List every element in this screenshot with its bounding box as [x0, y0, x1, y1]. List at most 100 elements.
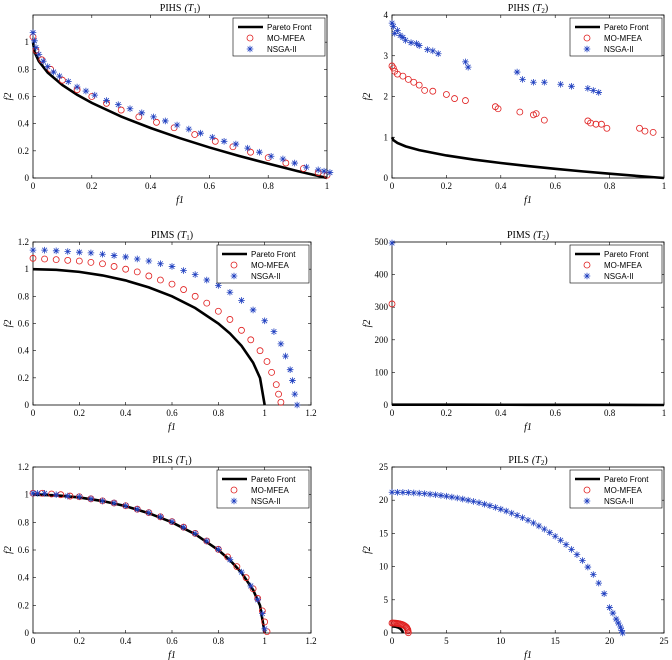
- nsga-point: [486, 502, 494, 510]
- x-tick-label: 0.2: [86, 181, 97, 191]
- legend-momfea-swatch: [230, 261, 238, 269]
- nsga-point: [541, 78, 548, 86]
- momfea-point: [247, 336, 255, 344]
- nsga-point: [238, 568, 245, 576]
- x-tick-label: 0.6: [550, 408, 562, 418]
- nsga-point: [470, 498, 477, 505]
- nsga-point: [413, 40, 420, 47]
- x-tick-label: 0.8: [213, 636, 225, 646]
- momfea-point: [29, 254, 37, 262]
- chart-title: PILS (T2): [508, 455, 547, 467]
- nsga-point: [519, 76, 526, 83]
- nsga-point: [87, 249, 95, 257]
- nsga-point: [535, 522, 543, 530]
- x-tick-label: 0.4: [120, 636, 132, 646]
- chart-title-close: ): [545, 3, 548, 14]
- nsga-point: [402, 36, 409, 44]
- series-nsga-ii: [388, 239, 396, 247]
- x-tick-label: 0: [31, 181, 36, 191]
- momfea-point: [649, 128, 657, 136]
- y-tick-label: 0.6: [18, 92, 30, 102]
- nsga-point: [618, 627, 625, 634]
- legend-momfea-swatch: [583, 261, 591, 269]
- nsga-point: [279, 155, 287, 163]
- nsga-point: [110, 499, 118, 507]
- nsga-point: [579, 557, 586, 564]
- nsga-point: [29, 246, 37, 254]
- momfea-point: [157, 276, 164, 284]
- legend-box: [569, 244, 663, 284]
- nsga-point: [232, 140, 240, 148]
- x-tick-label: 1: [325, 181, 330, 191]
- series-nsga-ii: [29, 489, 268, 633]
- series-pareto-front: [390, 136, 665, 180]
- nsga-point: [459, 495, 467, 503]
- nsga-point: [162, 117, 169, 125]
- x-tick-label: 1: [662, 181, 667, 191]
- chart-title-text: PIMS: [507, 230, 530, 241]
- momfea-point: [226, 316, 234, 323]
- chart-title-close: ): [197, 3, 200, 14]
- y-tick-label: 0.8: [18, 517, 30, 527]
- momfea-point: [603, 124, 611, 132]
- nsga-point: [421, 490, 428, 497]
- nsga-point: [215, 546, 222, 553]
- chart-panel-4: 0 0.2 0.4 0.6 0.8 1 0 100 200 300 400 500 PIMS (T2) f1…: [362, 230, 666, 433]
- chart-title-open: (T: [532, 455, 542, 466]
- nsga-point: [541, 525, 548, 533]
- momfea-point: [247, 148, 254, 156]
- legend-label: Pareto Front: [604, 475, 649, 484]
- nsga-point: [244, 144, 251, 152]
- momfea-point: [540, 116, 548, 124]
- nsga-point: [110, 252, 118, 259]
- momfea-point: [87, 258, 95, 266]
- nsga-point: [91, 91, 99, 99]
- nsga-point: [138, 109, 146, 117]
- legend-nsga-swatch: [246, 45, 254, 53]
- momfea-point: [641, 127, 649, 135]
- x-tick-label: 1.2: [305, 636, 316, 646]
- legend-label: MO-MFEA: [251, 261, 289, 270]
- x-tick-label: 0.8: [604, 408, 616, 418]
- x-tick-label: 0.2: [441, 408, 452, 418]
- nsga-point: [584, 563, 592, 571]
- x-tick-label: 0: [390, 408, 395, 418]
- legend-nsga-swatch: [583, 497, 591, 505]
- x-tick-label: 0.4: [495, 408, 507, 418]
- nsga-point: [394, 488, 401, 496]
- nsga-point: [173, 121, 181, 129]
- nsga-point: [277, 340, 285, 348]
- series-mo-mfea: [388, 300, 396, 308]
- x-tick-label: 0.6: [166, 636, 178, 646]
- nsga-point: [573, 551, 581, 558]
- series-mo-mfea: [29, 254, 285, 406]
- nsga-point: [557, 536, 564, 544]
- nsga-point: [226, 556, 234, 563]
- x-tick-label: 20: [605, 636, 615, 646]
- x-tick-label: 0.6: [166, 408, 178, 418]
- x-tick-label: 1: [262, 636, 267, 646]
- momfea-point: [598, 120, 605, 128]
- nsga-point: [396, 32, 404, 39]
- nsga-point: [464, 63, 472, 71]
- momfea-point: [592, 120, 600, 128]
- momfea-point: [532, 110, 540, 118]
- nsga-point: [293, 401, 301, 409]
- nsga-point: [443, 492, 450, 500]
- series-pareto-front: [391, 625, 405, 634]
- legend-label: NSGA-II: [604, 45, 634, 54]
- nsga-point: [64, 78, 72, 85]
- momfea-point: [133, 268, 141, 276]
- nsga-point: [429, 47, 437, 55]
- nsga-point: [513, 512, 521, 519]
- y-tick-label: 0.2: [18, 600, 29, 610]
- momfea-point: [110, 263, 118, 270]
- nsga-point: [185, 125, 193, 133]
- nsga-point: [524, 516, 532, 524]
- chart-title-close: ): [188, 455, 191, 466]
- nsga-point: [73, 83, 81, 91]
- nsga-point: [589, 571, 597, 578]
- momfea-point: [99, 260, 106, 268]
- series-nsga-ii: [388, 19, 603, 96]
- nsga-point: [426, 490, 434, 498]
